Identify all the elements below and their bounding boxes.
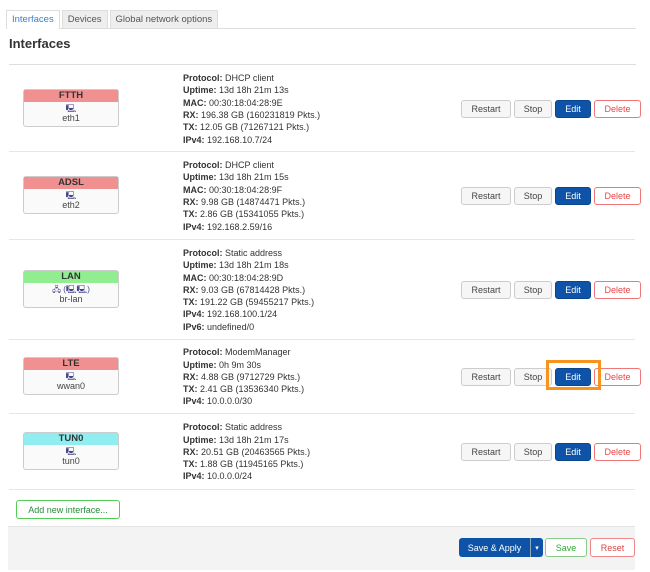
interface-name: FTTH (24, 90, 118, 102)
info-mac: MAC: 00:30:18:04:28:9E (183, 97, 283, 108)
info-uptime: Uptime: 13d 18h 21m 18s (183, 260, 289, 271)
save-apply-button[interactable]: Save & Apply ▾ (459, 538, 543, 557)
interface-status: Protocol: DHCP client Uptime: 13d 18h 21m… (183, 159, 305, 233)
interface-row: LAN 🖧 (🖳🖳) br-lan Protocol: Static addre… (9, 240, 641, 340)
tab-bar: Interfaces Devices Global network option… (6, 10, 636, 29)
info-rx: RX: 4.88 GB (9712729 Pkts.) (183, 371, 301, 382)
restart-button[interactable]: Restart (461, 187, 511, 205)
info-uptime: Uptime: 13d 18h 21m 15s (183, 172, 289, 183)
info-protocol: Protocol: DHCP client (183, 160, 274, 171)
save-apply-label[interactable]: Save & Apply (459, 538, 531, 557)
device-name: eth2 (62, 200, 80, 210)
interface-status: Protocol: Static address Uptime: 13d 18h … (183, 247, 314, 333)
divider (9, 64, 636, 65)
device-name: eth1 (62, 113, 80, 123)
stop-button[interactable]: Stop (514, 443, 552, 461)
device-name: br-lan (59, 294, 83, 304)
interface-row: LTE 🖳 wwan0 Protocol: ModemManager Uptime… (9, 340, 641, 414)
interface-name: TUN0 (24, 433, 118, 445)
edit-button[interactable]: Edit (555, 187, 591, 205)
info-rx: RX: 9.03 GB (67814428 Pkts.) (183, 284, 306, 295)
interface-badge: TUN0 🖳 tun0 (23, 432, 119, 470)
delete-button[interactable]: Delete (594, 187, 641, 205)
dropdown-caret-icon[interactable]: ▾ (535, 544, 539, 552)
delete-button[interactable]: Delete (594, 281, 641, 299)
edit-highlight (546, 360, 601, 390)
interface-status: Protocol: Static address Uptime: 13d 18h … (183, 421, 310, 482)
delete-button[interactable]: Delete (594, 100, 641, 118)
interface-badge: FTTH 🖳 eth1 (23, 89, 119, 127)
section-title: Interfaces (9, 36, 71, 51)
interface-actions: Restart Stop Edit Delete (461, 187, 641, 205)
reset-button[interactable]: Reset (590, 538, 635, 557)
edit-button[interactable]: Edit (555, 368, 591, 386)
info-ipv4: IPv4: 192.168.100.1/24 (183, 309, 278, 320)
interface-actions: Restart Stop Edit Delete (461, 443, 641, 461)
restart-button[interactable]: Restart (461, 368, 511, 386)
info-ipv4: IPv4: 192.168.10.7/24 (183, 134, 273, 145)
stop-button[interactable]: Stop (514, 281, 552, 299)
stop-button[interactable]: Stop (514, 368, 552, 386)
info-protocol: Protocol: DHCP client (183, 73, 274, 84)
interface-badge: LAN 🖧 (🖳🖳) br-lan (23, 270, 119, 308)
info-ipv4: IPv4: 192.168.2.59/16 (183, 221, 273, 232)
info-uptime: Uptime: 13d 18h 21m 13s (183, 85, 289, 96)
save-button[interactable]: Save (545, 538, 587, 557)
ethernet-port-icon: 🖳 (65, 191, 77, 200)
delete-button[interactable]: Delete (594, 443, 641, 461)
info-tx: TX: 2.86 GB (15341055 Pkts.) (183, 209, 305, 220)
bridge-icon: 🖧 (🖳🖳) (52, 285, 90, 294)
info-rx: RX: 20.51 GB (20463565 Pkts.) (183, 446, 311, 457)
info-mac: MAC: 00:30:18:04:28:9D (183, 272, 284, 283)
interface-row: ADSL 🖳 eth2 Protocol: DHCP client Uptime:… (9, 152, 641, 240)
interface-name: LTE (24, 358, 118, 370)
stop-button[interactable]: Stop (514, 187, 552, 205)
restart-button[interactable]: Restart (461, 100, 511, 118)
interface-actions: Restart Stop Edit Delete (461, 100, 641, 118)
ethernet-port-icon: 🖳 (65, 372, 77, 381)
info-protocol: Protocol: Static address (183, 247, 283, 258)
stop-button[interactable]: Stop (514, 100, 552, 118)
info-ipv4: IPv4: 10.0.0.0/30 (183, 396, 253, 407)
add-interface-button[interactable]: Add new interface... (16, 500, 120, 519)
interface-badge: ADSL 🖳 eth2 (23, 176, 119, 214)
info-protocol: Protocol: ModemManager (183, 347, 291, 358)
tab-interfaces[interactable]: Interfaces (6, 10, 60, 29)
tab-global-network-options[interactable]: Global network options (109, 10, 219, 28)
interface-name: ADSL (24, 177, 118, 189)
interface-row: FTTH 🖳 eth1 Protocol: DHCP client Uptime:… (9, 66, 641, 152)
interface-row: TUN0 🖳 tun0 Protocol: Static address Upti… (9, 414, 641, 490)
restart-button[interactable]: Restart (461, 281, 511, 299)
interface-actions: Restart Stop Edit Delete (461, 281, 641, 299)
restart-button[interactable]: Restart (461, 443, 511, 461)
info-tx: TX: 1.88 GB (11945165 Pkts.) (183, 459, 304, 470)
info-tx: TX: 191.22 GB (59455217 Pkts.) (183, 297, 315, 308)
interface-status: Protocol: ModemManager Uptime: 0h 9m 30s R… (183, 346, 304, 407)
tab-devices[interactable]: Devices (61, 10, 108, 28)
info-ipv4: IPv4: 10.0.0.0/24 (183, 471, 253, 482)
info-rx: RX: 196.38 GB (160231819 Pkts.) (183, 109, 321, 120)
info-uptime: Uptime: 13d 18h 21m 17s (183, 434, 289, 445)
info-tx: TX: 12.05 GB (71267121 Pkts.) (183, 122, 310, 133)
info-ipv6: IPv6: undefined/0 (183, 321, 255, 332)
info-protocol: Protocol: Static address (183, 422, 283, 433)
ethernet-port-icon: 🖳 (65, 447, 77, 456)
delete-button[interactable]: Delete (594, 368, 641, 386)
interface-name: LAN (24, 271, 118, 283)
device-name: wwan0 (56, 381, 85, 391)
interface-actions: Restart Stop Edit Delete (461, 368, 641, 386)
interface-badge: LTE 🖳 wwan0 (23, 357, 119, 395)
ethernet-port-icon: 🖳 (65, 104, 77, 113)
info-mac: MAC: 00:30:18:04:28:9F (183, 184, 283, 195)
edit-button[interactable]: Edit (555, 100, 591, 118)
info-rx: RX: 9.98 GB (14874471 Pkts.) (183, 196, 306, 207)
edit-button[interactable]: Edit (555, 443, 591, 461)
interface-status: Protocol: DHCP client Uptime: 13d 18h 21m… (183, 72, 320, 146)
edit-button[interactable]: Edit (555, 281, 591, 299)
info-uptime: Uptime: 0h 9m 30s (183, 359, 262, 370)
device-name: tun0 (62, 456, 80, 466)
info-tx: TX: 2.41 GB (13536340 Pkts.) (183, 384, 305, 395)
